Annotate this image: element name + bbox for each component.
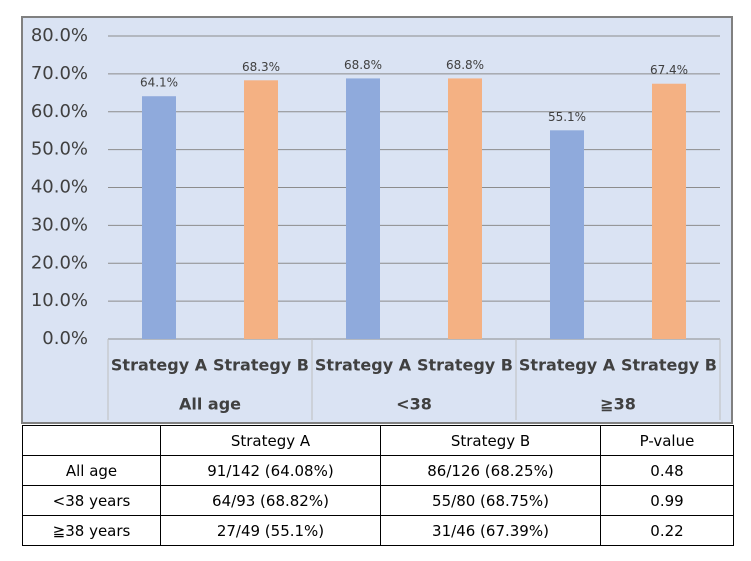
table-header: Strategy A Strategy B P-value [22,425,734,456]
table-cell: 31/46 (67.39%) [380,515,601,546]
value-label: 67.4% [650,63,688,77]
data-table: Strategy A Strategy B P-value All age 91/… [22,425,734,546]
group-label: <38 [396,395,432,414]
table-cell: 0.99 [600,485,734,516]
table-cell: <38 years [22,485,161,516]
table-row: <38 years 64/93 (68.82%) 55/80 (68.75%) 0.9… [22,485,734,516]
y-tick-label: 0.0% [42,328,88,349]
bar [448,78,482,340]
bar [652,83,686,339]
x-tick-label: Strategy A [315,356,412,375]
table-cell: 55/80 (68.75%) [380,485,601,516]
chart: 0.0% 10.0% 20.0% 30.0% 40.0% 50.0% 60.0% 70.0% 8… [21,16,733,424]
table-cell: 0.22 [600,515,734,546]
x-tick-label: Strategy B [417,356,513,375]
table-header-cell: Strategy A [160,425,381,456]
table-cell: ≧38 years [22,515,161,546]
value-label: 68.3% [242,60,280,74]
table-cell: 0.48 [600,455,734,486]
y-tick-label: 60.0% [31,101,88,122]
y-tick-label: 10.0% [31,290,88,311]
table-header-cell: P-value [600,425,734,456]
y-tick-label: 20.0% [31,252,88,273]
table-cell: All age [22,455,161,486]
value-label: 55.1% [548,110,586,124]
table-row: ≧38 years 27/49 (55.1%) 31/46 (67.39%) 0.22 [22,515,734,546]
table-cell: 64/93 (68.82%) [160,485,381,516]
table-row: All age 91/142 (64.08%) 86/126 (68.25%) 0.4… [22,455,734,486]
x-tick-label: Strategy A [519,356,616,375]
y-tick-label: 50.0% [31,139,88,160]
value-label: 68.8% [344,58,382,72]
x-tick-label: Strategy B [621,356,717,375]
x-tick-label: Strategy B [213,356,309,375]
table-cell: 27/49 (55.1%) [160,515,381,546]
value-label: 68.8% [446,58,484,72]
table-cell: 91/142 (64.08%) [160,455,381,486]
value-label: 64.1% [140,76,178,90]
y-tick-label: 30.0% [31,214,88,235]
group-label: ≧38 [600,395,636,414]
table-cell [22,425,161,456]
table-cell: 86/126 (68.25%) [380,455,601,486]
y-tick-label: 40.0% [31,177,88,198]
bar [550,130,584,339]
group-label: All age [179,395,241,414]
bar [244,80,278,339]
y-tick-label: 80.0% [31,25,88,46]
table-header-cell: Strategy B [380,425,601,456]
y-tick-label: 70.0% [31,63,88,84]
x-tick-label: Strategy A [111,356,208,375]
bar [346,78,380,340]
bar [142,96,176,339]
